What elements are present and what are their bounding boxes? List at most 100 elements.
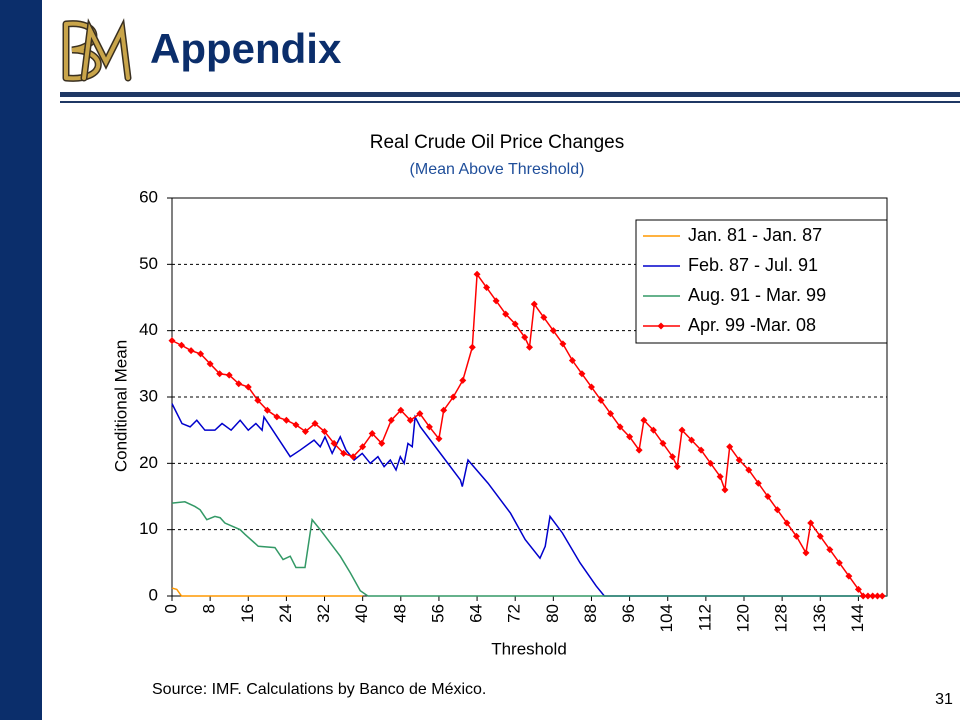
data-marker	[282, 416, 290, 424]
data-marker	[311, 420, 319, 428]
x-tick-label: 64	[467, 604, 486, 623]
data-marker	[459, 376, 467, 384]
x-tick-label: 8	[200, 604, 219, 613]
data-marker	[649, 426, 657, 434]
data-marker	[716, 473, 724, 481]
x-tick-label: 104	[657, 604, 676, 632]
data-marker	[321, 427, 329, 435]
data-marker	[807, 519, 815, 527]
x-tick-label: 80	[543, 604, 562, 623]
series-line	[171, 501, 887, 597]
data-marker	[802, 549, 810, 557]
y-tick-label: 10	[139, 519, 158, 538]
data-marker	[301, 427, 309, 435]
data-marker	[864, 592, 872, 600]
side-bar	[0, 0, 42, 720]
data-marker	[168, 337, 176, 345]
x-tick-label: 40	[352, 604, 371, 623]
data-marker	[754, 479, 762, 487]
legend-label: Feb. 87 - Jul. 91	[688, 255, 818, 275]
data-marker	[187, 347, 195, 355]
data-marker	[873, 592, 881, 600]
data-marker	[330, 439, 338, 447]
data-marker	[387, 416, 395, 424]
y-tick-label: 30	[139, 386, 158, 405]
data-marker	[197, 350, 205, 358]
data-marker	[559, 340, 567, 348]
data-marker	[792, 532, 800, 540]
data-marker	[425, 423, 433, 431]
data-marker	[735, 456, 743, 464]
page-number: 31	[935, 691, 953, 708]
data-marker	[597, 396, 605, 404]
data-marker	[688, 436, 696, 444]
y-axis-label: Conditional Mean	[111, 340, 130, 472]
data-marker	[607, 410, 615, 418]
x-tick-label: 56	[428, 604, 447, 623]
data-marker	[416, 410, 424, 418]
x-tick-label: 136	[810, 604, 829, 632]
data-marker	[568, 357, 576, 365]
x-tick-label: 24	[276, 604, 295, 623]
data-marker	[859, 592, 867, 600]
data-marker	[406, 416, 414, 424]
title-rule	[60, 101, 960, 103]
data-marker	[549, 327, 557, 335]
chart-subtitle: (Mean Above Threshold)	[410, 161, 585, 178]
series-line	[171, 587, 363, 597]
data-marker	[216, 370, 224, 378]
data-marker	[521, 333, 529, 341]
x-tick-label: 32	[314, 604, 333, 623]
data-marker	[616, 423, 624, 431]
x-axis-label: Threshold	[491, 639, 567, 658]
data-marker	[530, 300, 538, 308]
data-marker	[826, 546, 834, 554]
data-marker	[659, 439, 667, 447]
data-marker	[225, 371, 233, 379]
data-marker	[206, 360, 214, 368]
legend-label: Apr. 99 -Mar. 08	[688, 315, 816, 335]
data-marker	[468, 343, 476, 351]
data-marker	[397, 406, 405, 414]
data-marker	[587, 383, 595, 391]
data-marker	[244, 383, 252, 391]
y-tick-label: 40	[139, 320, 158, 339]
data-marker	[678, 426, 686, 434]
data-marker	[340, 449, 348, 457]
data-marker	[878, 592, 886, 600]
data-marker	[835, 559, 843, 567]
data-marker	[707, 459, 715, 467]
data-marker	[726, 443, 734, 451]
data-marker	[378, 439, 386, 447]
data-marker	[368, 429, 376, 437]
data-marker	[845, 572, 853, 580]
data-marker	[578, 370, 586, 378]
data-marker	[673, 463, 681, 471]
data-marker	[349, 453, 357, 461]
data-marker	[721, 486, 729, 494]
x-tick-label: 128	[772, 604, 791, 632]
y-tick-label: 50	[139, 254, 158, 273]
data-marker	[697, 446, 705, 454]
x-tick-label: 48	[390, 604, 409, 623]
data-marker	[254, 396, 262, 404]
data-marker	[435, 435, 443, 443]
data-marker	[669, 453, 676, 461]
data-marker	[783, 519, 791, 527]
y-tick-label: 0	[149, 585, 158, 604]
data-marker	[449, 393, 457, 401]
data-marker	[273, 413, 281, 421]
legend-box	[635, 219, 888, 344]
data-marker	[483, 284, 491, 292]
data-marker	[526, 343, 533, 351]
legend-marker	[657, 322, 665, 330]
x-tick-label: 96	[619, 604, 638, 623]
x-tick-label: 144	[848, 604, 867, 632]
data-marker	[359, 443, 367, 451]
y-tick-label: 20	[139, 453, 158, 472]
legend-label: Jan. 81 - Jan. 87	[688, 225, 822, 245]
data-marker	[440, 406, 448, 414]
data-marker	[745, 466, 753, 474]
data-marker	[263, 406, 271, 414]
